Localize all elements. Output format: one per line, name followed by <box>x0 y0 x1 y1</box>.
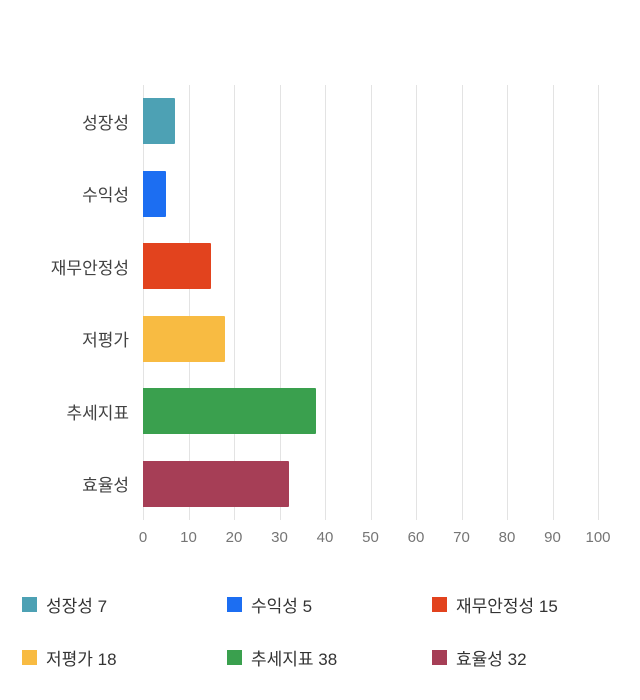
x-tick-label: 60 <box>407 529 425 546</box>
chart-legend: 성장성 7 수익성 5 재무안정성 15 저평가 18 추세지표 38 효율성 32 <box>22 592 640 670</box>
bar-row <box>143 375 598 448</box>
x-tick-label: 0 <box>138 529 148 546</box>
legend-label: 효율성 32 <box>456 650 527 669</box>
x-tick-label: 100 <box>585 529 611 546</box>
bar-series <box>143 85 598 520</box>
x-tick-label: 70 <box>453 529 470 546</box>
legend-swatch <box>432 650 447 665</box>
gridline <box>461 85 463 520</box>
gridline <box>552 85 554 520</box>
legend-swatch <box>227 650 242 665</box>
category-label: 재무안정성 <box>50 258 129 278</box>
x-tick-label: 10 <box>180 529 197 546</box>
bar-저평가 <box>143 315 225 362</box>
x-tick-label: 50 <box>362 529 379 546</box>
bar-추세지표 <box>143 388 316 435</box>
legend-label: 추세지표 38 <box>251 650 338 669</box>
gridline <box>598 85 599 520</box>
legend-item: 성장성 7 <box>22 592 227 617</box>
legend-item: 효율성 32 <box>432 645 632 670</box>
legend-label: 재무안정성 15 <box>456 597 558 616</box>
bar-성장성 <box>143 98 175 145</box>
gridline <box>143 85 144 520</box>
legend-label: 성장성 7 <box>46 597 108 616</box>
gridline <box>370 85 372 520</box>
category-label: 성장성 <box>82 113 129 133</box>
gridline <box>188 85 190 520</box>
bar-row <box>143 85 598 158</box>
x-axis: 0 10 20 30 40 50 60 70 80 90 100 <box>139 520 611 554</box>
bar-row <box>143 303 598 376</box>
x-tick-label: 80 <box>498 529 516 546</box>
bar-수익성 <box>143 170 166 217</box>
legend-item: 수익성 5 <box>227 592 432 617</box>
legend-item: 추세지표 38 <box>227 645 432 670</box>
category-label: 효율성 <box>82 476 129 496</box>
gridline <box>507 85 508 520</box>
legend-swatch <box>227 597 242 612</box>
gridline <box>234 85 235 520</box>
gridline <box>416 85 417 520</box>
legend-item: 재무안정성 15 <box>432 592 632 617</box>
bar-row <box>143 448 598 521</box>
bar-row <box>143 230 598 303</box>
x-tick-label: 20 <box>225 529 243 546</box>
plot-area <box>143 85 599 520</box>
category-label: 추세지표 <box>66 403 129 423</box>
gridline <box>279 85 281 520</box>
x-tick-label: 30 <box>271 529 288 546</box>
bar-재무안정성 <box>143 243 212 290</box>
x-tick-label: 40 <box>316 529 334 546</box>
category-label: 수익성 <box>82 186 129 206</box>
legend-swatch <box>22 650 37 665</box>
legend-item: 저평가 18 <box>22 645 227 670</box>
gridline <box>325 85 326 520</box>
bar-row <box>143 158 598 231</box>
legend-swatch <box>432 597 447 612</box>
legend-label: 수익성 5 <box>251 597 313 616</box>
x-tick-label: 90 <box>544 529 561 546</box>
legend-label: 저평가 18 <box>46 650 117 669</box>
bar-효율성 <box>143 460 289 507</box>
category-label: 저평가 <box>82 331 129 351</box>
legend-swatch <box>22 597 37 612</box>
